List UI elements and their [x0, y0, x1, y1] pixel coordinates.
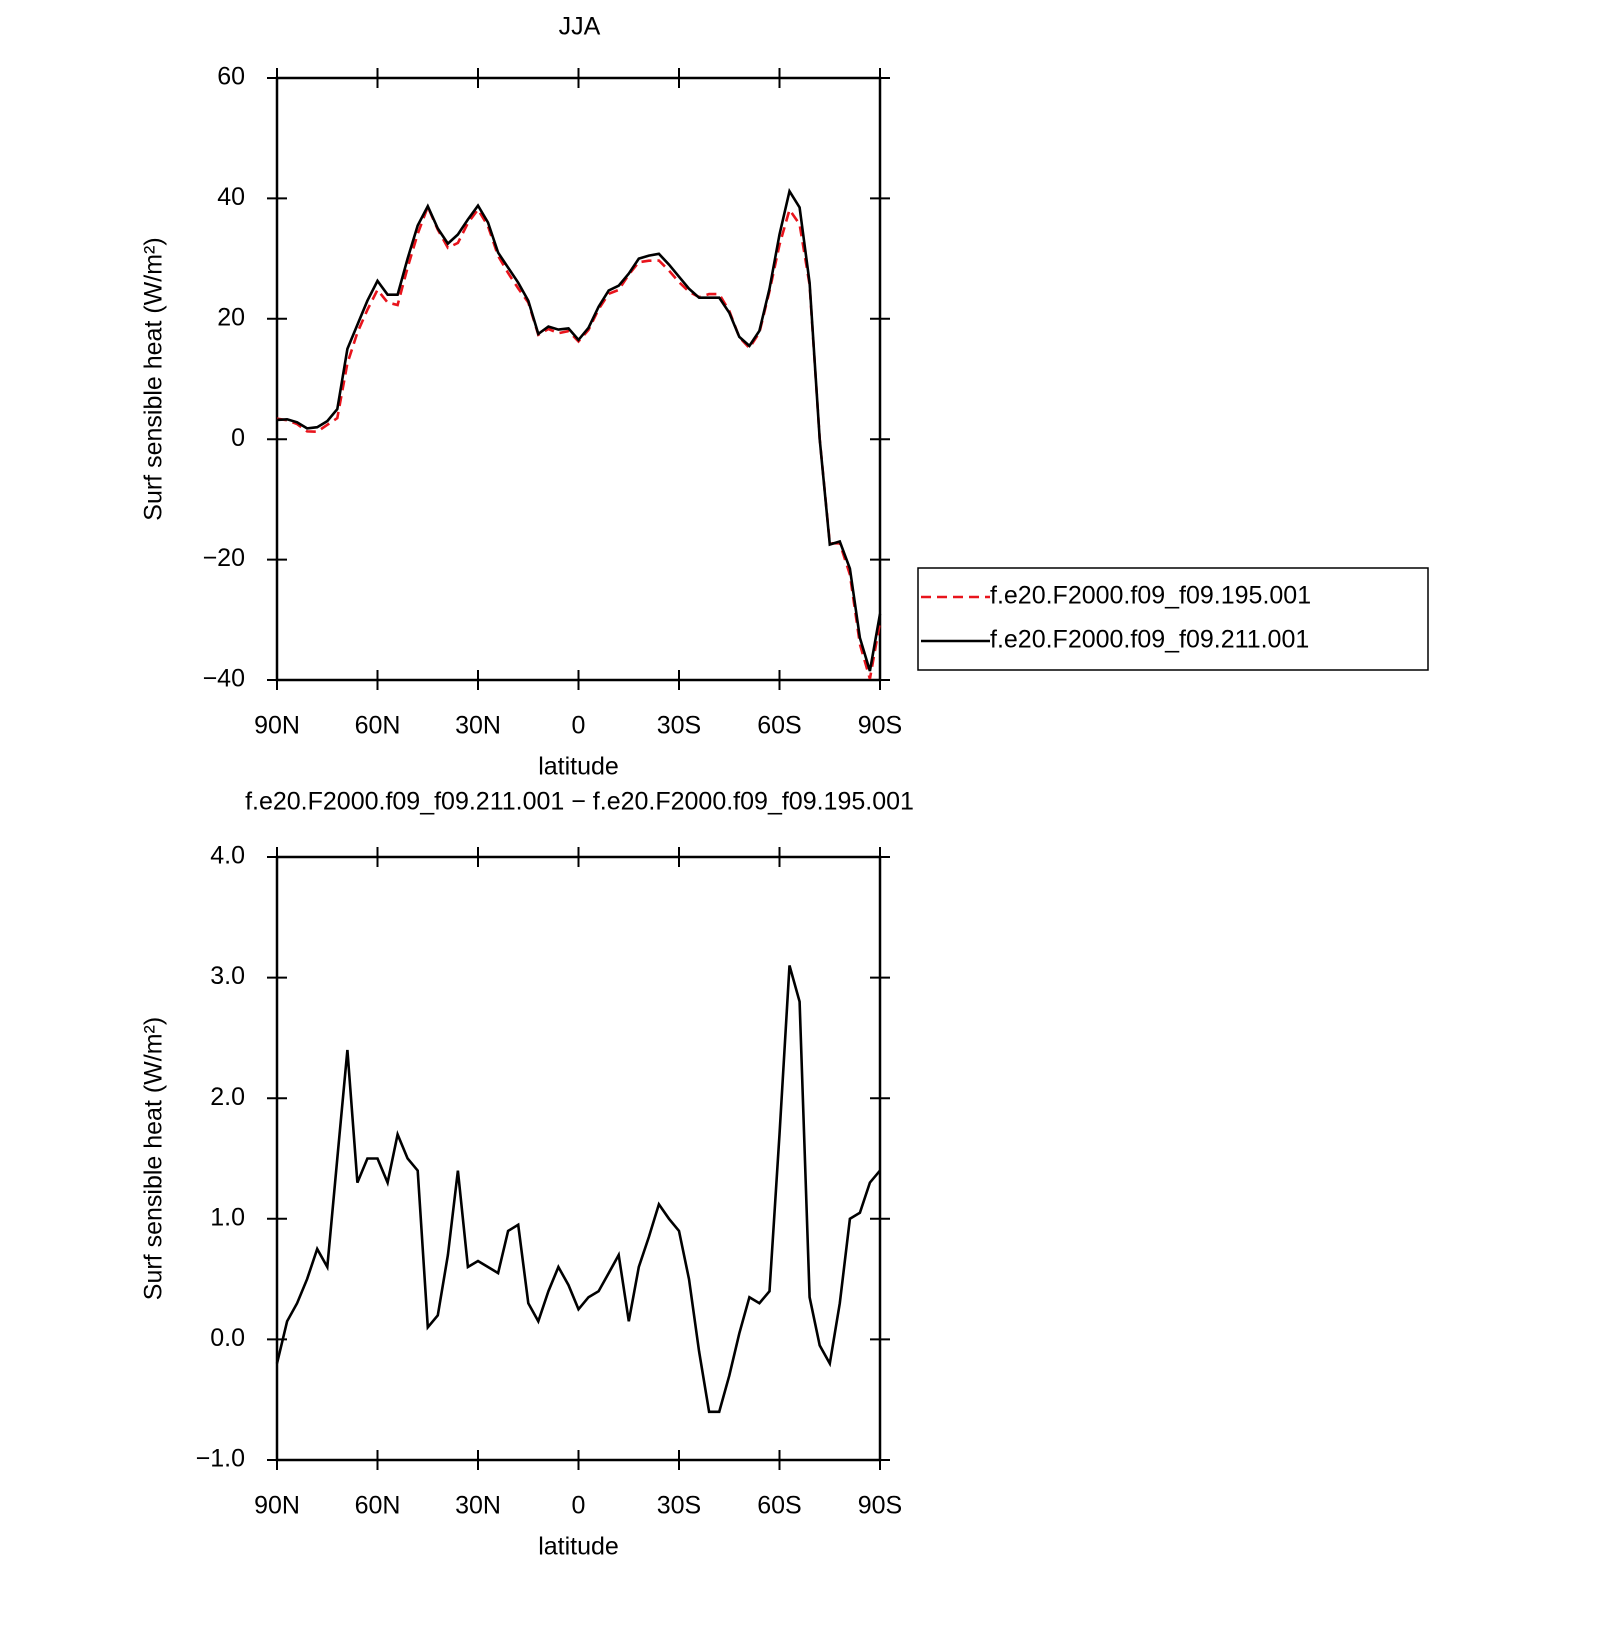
y-tick-label: −1.0: [196, 1445, 245, 1473]
x-tick-label: 90S: [858, 1492, 902, 1520]
legend-box: [917, 567, 1429, 671]
x-axis-label: latitude: [538, 1533, 619, 1561]
x-tick-label: 90N: [254, 712, 300, 740]
data-line: [276, 203, 882, 680]
x-tick-label: 30S: [657, 712, 701, 740]
y-tick-label: 2.0: [210, 1083, 245, 1111]
x-tick-label: 30N: [455, 1492, 501, 1520]
legend-label: f.e20.F2000.f09_f09.211.001: [990, 626, 1309, 654]
data-line: [275, 965, 881, 1414]
x-tick-label: 0: [572, 1492, 586, 1520]
y-tick-label: 40: [217, 183, 245, 211]
y-tick-label: 20: [217, 303, 245, 331]
x-tick-label: 0: [572, 712, 586, 740]
y-tick-label: 1.0: [210, 1203, 245, 1231]
y-tick-label: 4.0: [210, 842, 245, 870]
x-tick-label: 60S: [757, 1492, 801, 1520]
x-tick-label: 30N: [455, 712, 501, 740]
y-tick-label: 0: [231, 424, 245, 452]
legend-label: f.e20.F2000.f09_f09.195.001: [990, 582, 1311, 610]
plot-frame: [275, 76, 882, 682]
x-tick-label: 60N: [355, 1492, 401, 1520]
chart-title: JJA: [559, 13, 601, 41]
y-tick-label: 3.0: [210, 962, 245, 990]
x-tick-label: 30S: [657, 1492, 701, 1520]
y-tick-label: −20: [203, 544, 245, 572]
chart-title: f.e20.F2000.f09_f09.211.001 − f.e20.F200…: [245, 788, 914, 816]
x-tick-label: 60S: [757, 712, 801, 740]
y-tick-label: 60: [217, 63, 245, 91]
x-tick-label: 90S: [858, 712, 902, 740]
y-axis-label: Surf sensible heat (W/m²): [140, 237, 168, 520]
y-tick-label: 0.0: [210, 1324, 245, 1352]
x-axis-label: latitude: [538, 753, 619, 781]
data-line: [276, 187, 882, 672]
x-tick-label: 90N: [254, 1492, 300, 1520]
y-axis-label: Surf sensible heat (W/m²): [140, 1017, 168, 1300]
x-tick-label: 60N: [355, 712, 401, 740]
y-tick-label: −40: [203, 665, 245, 693]
